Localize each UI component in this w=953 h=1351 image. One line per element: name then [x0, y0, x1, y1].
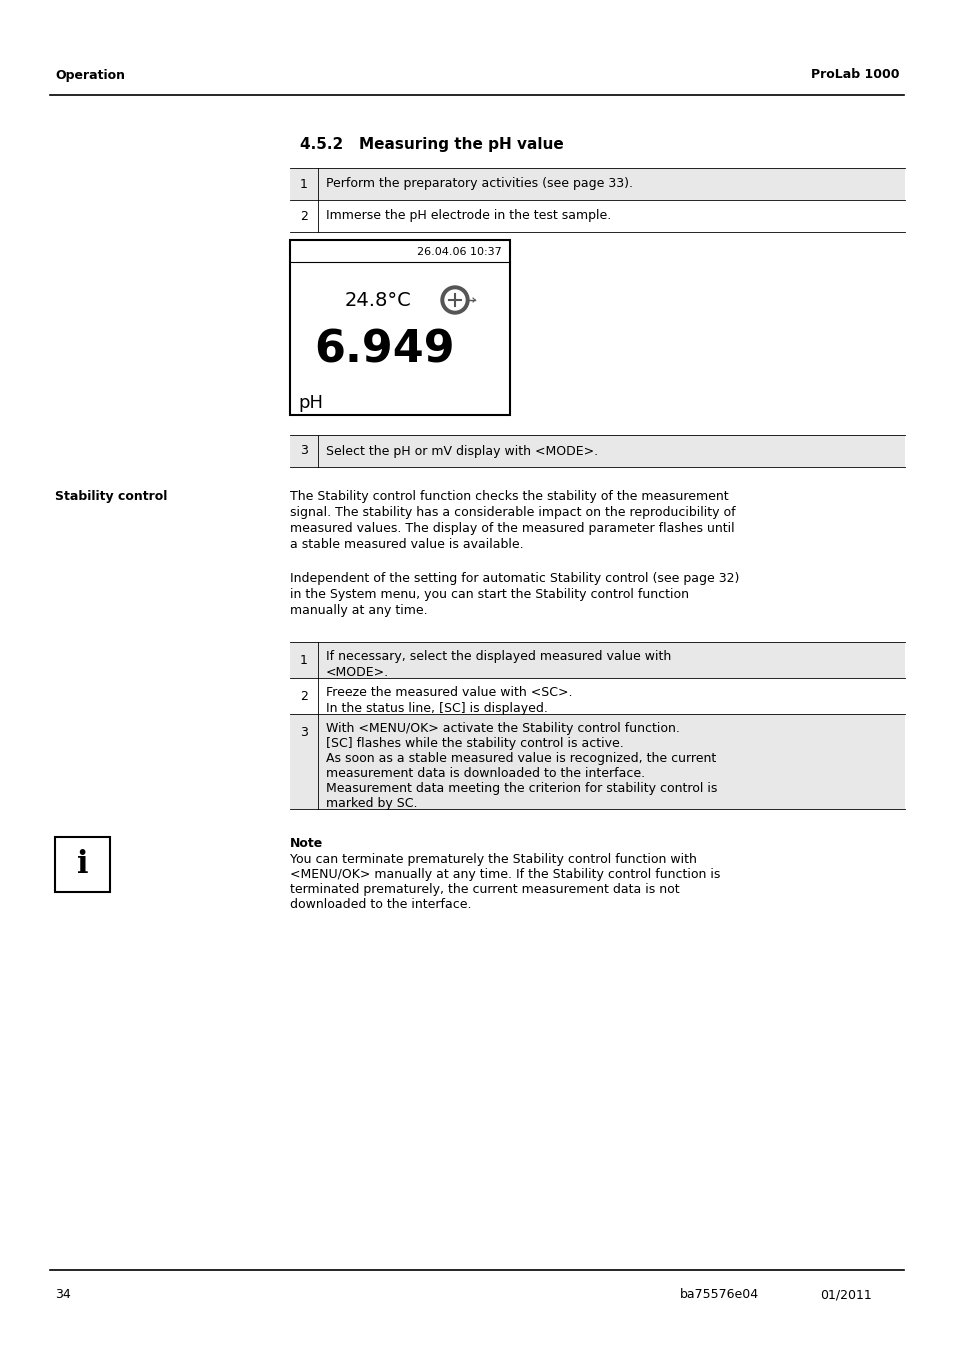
Text: Stability control: Stability control	[55, 490, 167, 503]
Text: With <MENU/OK> activate the Stability control function.: With <MENU/OK> activate the Stability co…	[326, 721, 679, 735]
Text: Operation: Operation	[55, 69, 125, 81]
Text: 1: 1	[300, 177, 308, 190]
Bar	[55, 838, 110, 892]
Text: Select the pH or mV display with <MODE>.: Select the pH or mV display with <MODE>.	[326, 444, 598, 458]
FancyBboxPatch shape	[290, 642, 904, 678]
Text: 2: 2	[300, 209, 308, 223]
Text: Measurement data meeting the criterion for stability control is: Measurement data meeting the criterion f…	[326, 782, 717, 794]
Text: Perform the preparatory activities (see page 33).: Perform the preparatory activities (see …	[326, 177, 633, 190]
Text: Freeze the measured value with <SC>.: Freeze the measured value with <SC>.	[326, 686, 572, 698]
Text: Independent of the setting for automatic Stability control (see page 32): Independent of the setting for automatic…	[290, 571, 739, 585]
Text: Immerse the pH electrode in the test sample.: Immerse the pH electrode in the test sam…	[326, 209, 611, 223]
Text: 6.949: 6.949	[314, 328, 455, 372]
Text: [SC] flashes while the stability control is active.: [SC] flashes while the stability control…	[326, 738, 623, 750]
Text: As soon as a stable measured value is recognized, the current: As soon as a stable measured value is re…	[326, 753, 716, 765]
Text: measured values. The display of the measured parameter flashes until: measured values. The display of the meas…	[290, 521, 734, 535]
Text: manually at any time.: manually at any time.	[290, 604, 427, 617]
Text: 4.5.2   Measuring the pH value: 4.5.2 Measuring the pH value	[299, 138, 563, 153]
Text: Note: Note	[290, 838, 323, 850]
Text: ba75576e04: ba75576e04	[679, 1289, 759, 1301]
Text: 26.04.06 10:37: 26.04.06 10:37	[416, 247, 501, 257]
Text: 3: 3	[300, 444, 308, 458]
Text: You can terminate prematurely the Stability control function with: You can terminate prematurely the Stabil…	[290, 852, 696, 866]
Text: 01/2011: 01/2011	[820, 1289, 871, 1301]
FancyBboxPatch shape	[290, 678, 904, 713]
Text: 3: 3	[300, 725, 308, 739]
FancyBboxPatch shape	[290, 435, 904, 467]
Text: downloaded to the interface.: downloaded to the interface.	[290, 898, 471, 911]
Text: <MENU/OK> manually at any time. If the Stability control function is: <MENU/OK> manually at any time. If the S…	[290, 867, 720, 881]
Text: signal. The stability has a considerable impact on the reproducibility of: signal. The stability has a considerable…	[290, 507, 735, 519]
FancyBboxPatch shape	[290, 168, 904, 200]
Text: 2: 2	[300, 689, 308, 703]
Text: a stable measured value is available.: a stable measured value is available.	[290, 538, 523, 551]
Bar	[290, 240, 510, 415]
Text: i: i	[76, 848, 89, 880]
Text: marked by SC.: marked by SC.	[326, 797, 417, 811]
Text: The Stability control function checks the stability of the measurement: The Stability control function checks th…	[290, 490, 728, 503]
Text: pH: pH	[297, 394, 323, 412]
Text: in the System menu, you can start the Stability control function: in the System menu, you can start the St…	[290, 588, 688, 601]
Text: <MODE>.: <MODE>.	[326, 666, 389, 680]
Text: ProLab 1000: ProLab 1000	[811, 69, 899, 81]
Text: In the status line, [SC] is displayed.: In the status line, [SC] is displayed.	[326, 703, 547, 715]
Text: 24.8°C: 24.8°C	[345, 290, 412, 309]
Circle shape	[440, 286, 469, 313]
Text: 34: 34	[55, 1289, 71, 1301]
Circle shape	[444, 290, 464, 309]
Text: terminated prematurely, the current measurement data is not: terminated prematurely, the current meas…	[290, 884, 679, 896]
Text: measurement data is downloaded to the interface.: measurement data is downloaded to the in…	[326, 767, 644, 780]
FancyBboxPatch shape	[290, 713, 904, 809]
Text: 1: 1	[300, 654, 308, 666]
Text: If necessary, select the displayed measured value with: If necessary, select the displayed measu…	[326, 650, 671, 663]
